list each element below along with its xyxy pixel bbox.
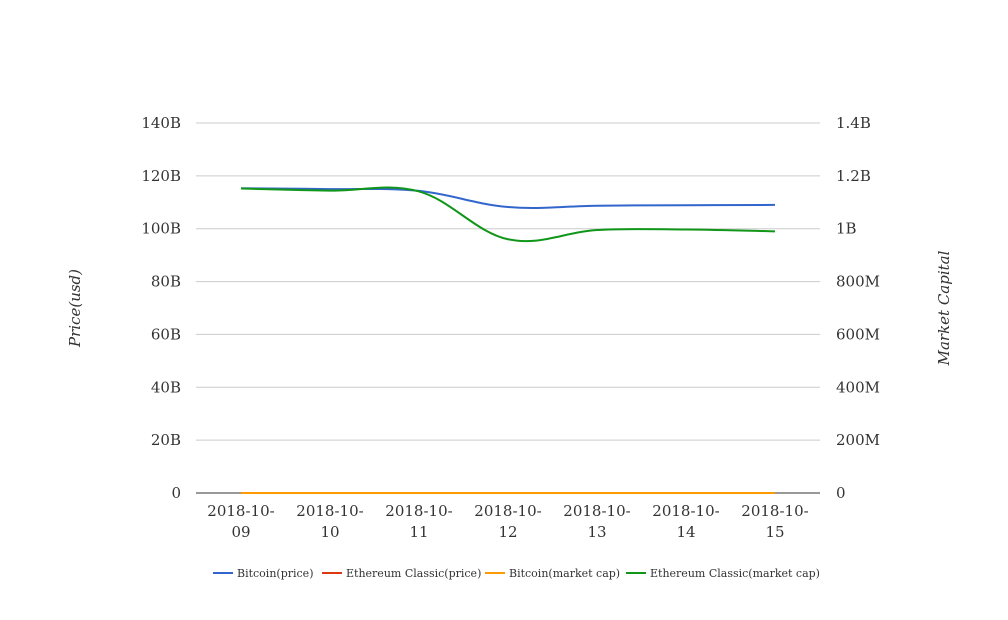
legend-item: Ethereum Classic(price) xyxy=(322,567,481,580)
left-tick-label: 120B xyxy=(141,167,181,185)
legend-label: Bitcoin(price) xyxy=(237,567,313,580)
left-tick-label: 80B xyxy=(151,273,181,291)
legend-item: Ethereum Classic(market cap) xyxy=(626,567,820,580)
gridlines xyxy=(196,122,820,494)
x-tick-label: 2018-10-09 xyxy=(207,502,274,541)
right-tick-label: 0 xyxy=(836,484,846,502)
left-tick-label: 20B xyxy=(151,431,181,449)
right-tick-label: 800M xyxy=(836,273,880,291)
left-tick-label: 60B xyxy=(151,325,181,343)
series-lines xyxy=(240,186,776,495)
right-tick-label: 600M xyxy=(836,325,880,343)
right-tick-label: 1.2B xyxy=(836,167,871,185)
legend-item: Bitcoin(market cap) xyxy=(485,567,620,580)
left-tick-label: 0 xyxy=(171,484,181,502)
legend-item: Bitcoin(price) xyxy=(213,567,313,580)
x-tick-label: 2018-10-12 xyxy=(474,502,541,541)
right-tick-label: 200M xyxy=(836,431,880,449)
legend: Bitcoin(price) Ethereum Classic(price) Bit… xyxy=(213,567,820,580)
x-tick-label: 2018-10-14 xyxy=(652,502,719,541)
right-tick-label: 1B xyxy=(836,220,857,238)
x-tick-label: 2018-10-11 xyxy=(385,502,452,541)
legend-label: Bitcoin(market cap) xyxy=(509,567,620,580)
left-axis-title: Price(usd) xyxy=(66,269,84,348)
x-tick-label: 2018-10-15 xyxy=(741,502,808,541)
right-axis-ticks: 0 200M 400M 600M 800M 1B 1.2B 1.4B xyxy=(836,114,880,502)
left-tick-label: 100B xyxy=(141,220,181,238)
left-tick-label: 140B xyxy=(141,114,181,132)
series-line-bitcoin-price xyxy=(240,187,776,209)
left-axis-ticks: 0 20B 40B 60B 80B 100B 120B 140B xyxy=(141,114,181,502)
right-tick-label: 400M xyxy=(836,378,880,396)
legend-label: Ethereum Classic(market cap) xyxy=(650,567,820,580)
left-tick-label: 40B xyxy=(151,378,181,396)
x-tick-label: 2018-10-13 xyxy=(563,502,630,541)
x-axis-ticks: 2018-10-09 2018-10-10 2018-10-11 2018-10-12… xyxy=(207,502,808,541)
right-tick-label: 1.4B xyxy=(836,114,871,132)
right-axis-title: Market Capital xyxy=(935,250,953,366)
legend-label: Ethereum Classic(price) xyxy=(346,567,481,580)
series-line-ethereum-classic-market-cap xyxy=(240,186,776,243)
x-tick-label: 2018-10-10 xyxy=(296,502,363,541)
